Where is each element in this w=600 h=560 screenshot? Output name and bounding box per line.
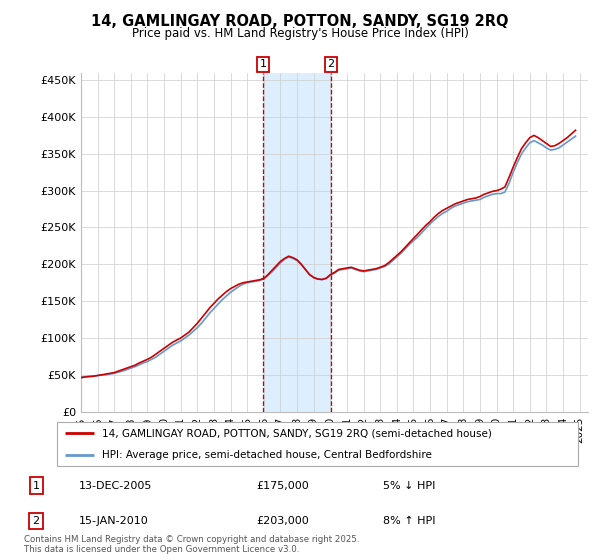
Text: 8% ↑ HPI: 8% ↑ HPI [383, 516, 436, 526]
Text: 13-DEC-2005: 13-DEC-2005 [79, 480, 152, 491]
Text: Contains HM Land Registry data © Crown copyright and database right 2025.
This d: Contains HM Land Registry data © Crown c… [24, 535, 359, 554]
Text: £175,000: £175,000 [256, 480, 308, 491]
Text: HPI: Average price, semi-detached house, Central Bedfordshire: HPI: Average price, semi-detached house,… [101, 450, 431, 460]
Text: 14, GAMLINGAY ROAD, POTTON, SANDY, SG19 2RQ (semi-detached house): 14, GAMLINGAY ROAD, POTTON, SANDY, SG19 … [101, 428, 491, 438]
FancyBboxPatch shape [56, 422, 578, 466]
Text: 2: 2 [32, 516, 40, 526]
Text: 15-JAN-2010: 15-JAN-2010 [79, 516, 149, 526]
Text: 1: 1 [32, 480, 40, 491]
Text: 1: 1 [260, 59, 266, 69]
Text: £203,000: £203,000 [256, 516, 308, 526]
Text: 2: 2 [328, 59, 335, 69]
Text: 14, GAMLINGAY ROAD, POTTON, SANDY, SG19 2RQ: 14, GAMLINGAY ROAD, POTTON, SANDY, SG19 … [91, 14, 509, 29]
Text: Price paid vs. HM Land Registry's House Price Index (HPI): Price paid vs. HM Land Registry's House … [131, 27, 469, 40]
Bar [263, 73, 331, 412]
Text: 5% ↓ HPI: 5% ↓ HPI [383, 480, 435, 491]
